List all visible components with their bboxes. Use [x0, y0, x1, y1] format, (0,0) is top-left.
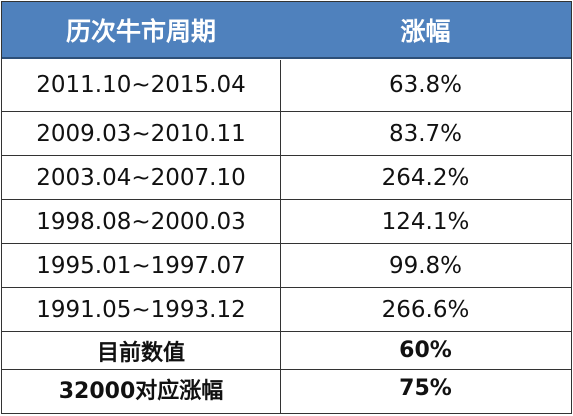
gain-cell: 264.2%	[381, 164, 470, 191]
gain-cell: 63.8%	[388, 72, 463, 98]
gain-cell: 124.1%	[381, 208, 470, 235]
cycle-cell: 1998.08~2000.03	[36, 208, 246, 235]
table-row: 2011.10~2015.04 63.8%	[2, 59, 571, 111]
table-row: 1995.01~1997.07 99.8%	[2, 243, 571, 287]
summary-value: 60%	[399, 338, 452, 363]
cycle-cell: 2009.03~2010.11	[36, 120, 246, 147]
summary-row-target: 32000对应涨幅 75%	[2, 369, 571, 407]
header-cycle: 历次牛市周期	[65, 16, 216, 46]
table-row: 2003.04~2007.10 264.2%	[2, 155, 571, 199]
table-row: 1991.05~1993.12 266.6%	[2, 287, 571, 331]
cycle-cell: 2003.04~2007.10	[36, 164, 246, 191]
summary-row-current: 目前数值 60%	[2, 331, 571, 369]
cycle-cell: 1991.05~1993.12	[36, 296, 246, 323]
header-gain: 涨幅	[400, 16, 451, 46]
table-header: 历次牛市周期 涨幅	[2, 2, 571, 59]
table-row: 2009.03~2010.11 83.7%	[2, 111, 571, 155]
gain-cell: 83.7%	[388, 120, 463, 147]
summary-label: 目前数值	[96, 340, 185, 366]
summary-value: 75%	[399, 376, 452, 401]
cycle-cell: 2011.10~2015.04	[36, 72, 246, 98]
gain-cell: 99.8%	[388, 252, 463, 279]
gain-cell: 266.6%	[381, 296, 470, 323]
table-row: 1998.08~2000.03 124.1%	[2, 199, 571, 243]
summary-label: 32000对应涨幅	[58, 378, 224, 404]
cycle-cell: 1995.01~1997.07	[36, 252, 246, 279]
column-divider	[280, 60, 281, 413]
